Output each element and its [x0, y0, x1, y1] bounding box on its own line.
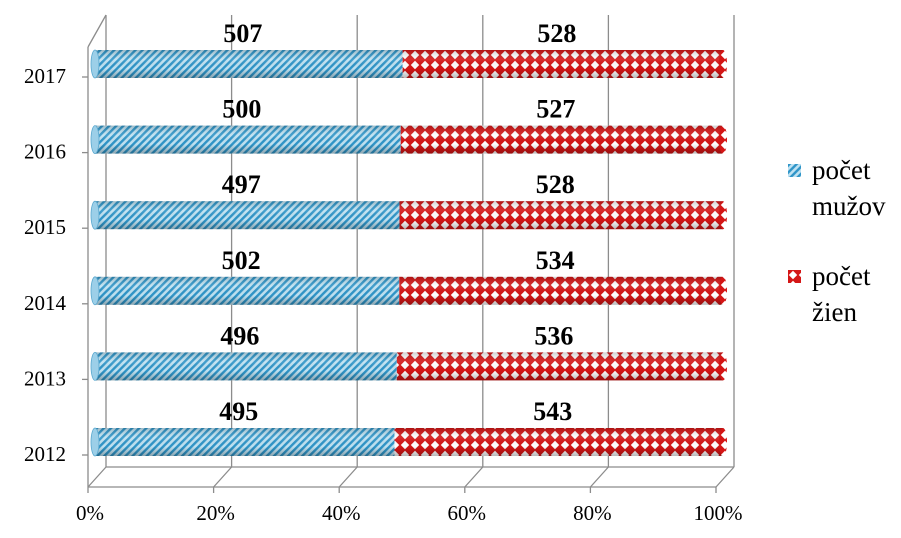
legend: počet mužov počet žien	[788, 152, 898, 364]
bar-shading	[95, 201, 400, 230]
bar-shading	[95, 352, 397, 381]
bar-shading	[396, 352, 723, 381]
bar-shading	[95, 125, 401, 154]
data-label-men: 507	[223, 19, 262, 48]
bar-shading	[95, 276, 400, 305]
bar-end-cap	[719, 352, 727, 381]
x-tick-label: 60%	[448, 501, 487, 525]
bar-shading	[394, 428, 723, 456]
floor-gridline	[338, 466, 358, 488]
floor-gridline	[213, 466, 233, 488]
bar-end-cap	[719, 428, 727, 456]
bar-start-cap	[90, 200, 100, 230]
y-tick-label: 2014	[24, 291, 67, 315]
floor-gridline	[464, 466, 484, 488]
legend-label-women: počet žien	[812, 261, 871, 327]
bar-shading	[399, 276, 723, 305]
bar-end-cap	[719, 50, 727, 78]
legend-item-men: počet mužov	[788, 152, 898, 224]
legend-swatch-women	[788, 270, 801, 283]
x-tick-label: 0%	[76, 501, 104, 525]
y-tick-label: 2015	[24, 215, 66, 239]
bar-start-cap	[90, 351, 100, 381]
legend-label-men: počet mužov	[812, 155, 886, 221]
floor-gridline	[589, 466, 609, 488]
x-tick-label: 100%	[694, 501, 743, 525]
bar-shading	[400, 125, 723, 154]
bar-shading	[399, 201, 723, 230]
axes: 0% 20% 40% 60% 80% 100% 2012 2013 2014 2015 2016 20…	[24, 14, 743, 525]
bar-end-cap	[719, 276, 727, 305]
data-label-women: 527	[536, 95, 575, 124]
x-tick-label: 80%	[573, 501, 612, 525]
bar-end-cap	[719, 125, 727, 154]
data-label-women: 534	[536, 246, 575, 275]
bar-shading	[402, 50, 723, 78]
data-label-men: 495	[219, 397, 258, 426]
x-tick-label: 20%	[196, 501, 235, 525]
y-tick-label: 2013	[24, 366, 66, 390]
data-label-women: 528	[537, 19, 576, 48]
floor-gridline	[715, 466, 735, 488]
bars	[90, 49, 727, 457]
data-label-women: 543	[533, 397, 572, 426]
y-axis-top-edge	[87, 14, 107, 48]
data-label-men: 496	[220, 321, 259, 350]
data-label-women: 536	[534, 321, 573, 350]
data-label-men: 497	[222, 170, 261, 199]
legend-item-women: počet žien	[788, 258, 898, 330]
bar-end-cap	[719, 201, 727, 230]
bar-shading	[95, 50, 403, 78]
bar-start-cap	[90, 125, 100, 155]
legend-swatch-men	[788, 164, 801, 177]
gridlines	[87, 15, 735, 488]
data-label-women: 528	[536, 170, 575, 199]
data-label-men: 502	[222, 246, 261, 275]
y-tick-label: 2016	[24, 140, 66, 164]
y-tick-label: 2012	[24, 442, 66, 466]
y-tick-label: 2017	[24, 64, 66, 88]
data-label-men: 500	[222, 95, 261, 124]
bar-start-cap	[90, 427, 100, 457]
x-tick-label: 40%	[322, 501, 361, 525]
bar-start-cap	[90, 49, 100, 79]
data-labels: 495 543 496 536 502 534 497 528 500 527 507 528	[219, 19, 576, 426]
bar-start-cap	[90, 276, 100, 306]
floor-gridline	[87, 466, 107, 488]
bar-shading	[95, 428, 395, 456]
